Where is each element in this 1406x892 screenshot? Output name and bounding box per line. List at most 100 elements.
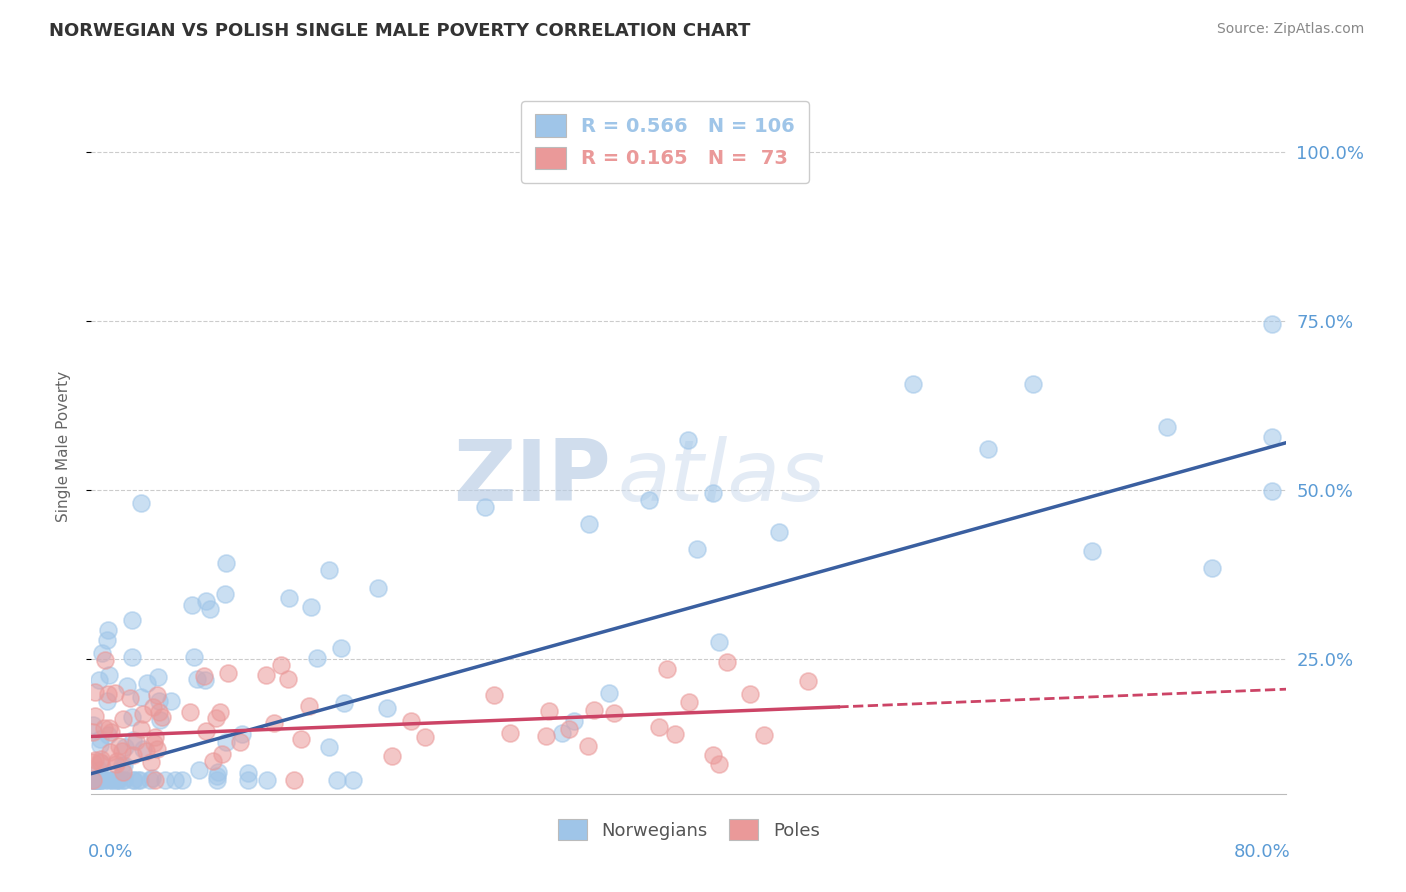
Point: [87, 673, 110, 687]
Point: [82, 773, 104, 788]
Text: NORWEGIAN VS POLISH SINGLE MALE POVERTY CORRELATION CHART: NORWEGIAN VS POLISH SINGLE MALE POVERTY …: [49, 22, 751, 40]
Point: [129, 773, 152, 788]
Point: [558, 722, 581, 736]
Point: [91, 646, 114, 660]
Point: [1156, 420, 1178, 434]
Point: [277, 672, 299, 686]
Point: [205, 769, 228, 783]
Point: [702, 747, 724, 762]
Point: [163, 773, 186, 788]
Point: [87, 773, 110, 788]
Point: [283, 773, 305, 788]
Point: [299, 599, 322, 614]
Point: [145, 741, 167, 756]
Point: [83, 773, 105, 788]
Point: [89, 738, 111, 752]
Point: [111, 773, 134, 788]
Point: [98, 745, 121, 759]
Point: [135, 744, 157, 758]
Point: [1260, 484, 1282, 499]
Point: [318, 740, 340, 755]
Text: atlas: atlas: [617, 436, 825, 519]
Point: [277, 591, 299, 606]
Point: [702, 486, 724, 500]
Point: [270, 657, 292, 672]
Point: [97, 687, 120, 701]
Point: [211, 747, 233, 761]
Point: [90, 773, 112, 788]
Point: [207, 764, 229, 779]
Point: [139, 773, 162, 788]
Point: [193, 669, 215, 683]
Point: [82, 718, 104, 732]
Point: [148, 693, 170, 707]
Point: [115, 679, 138, 693]
Point: [122, 773, 145, 788]
Point: [89, 773, 111, 788]
Point: [399, 714, 422, 729]
Point: [111, 765, 134, 780]
Point: [93, 653, 115, 667]
Point: [290, 732, 312, 747]
Point: [155, 773, 177, 788]
Point: [298, 699, 321, 714]
Point: [107, 773, 129, 788]
Point: [484, 688, 506, 702]
Point: [118, 690, 141, 705]
Point: [143, 735, 166, 749]
Point: [148, 670, 170, 684]
Point: [1081, 543, 1104, 558]
Point: [194, 673, 217, 687]
Point: [170, 773, 193, 788]
Point: [90, 756, 112, 771]
Point: [413, 730, 436, 744]
Point: [536, 729, 558, 743]
Point: [129, 495, 152, 509]
Point: [93, 721, 115, 735]
Text: ZIP: ZIP: [454, 436, 612, 519]
Point: [149, 713, 172, 727]
Text: Source: ZipAtlas.com: Source: ZipAtlas.com: [1216, 22, 1364, 37]
Point: [768, 524, 790, 539]
Point: [87, 763, 110, 777]
Point: [98, 721, 121, 735]
Point: [215, 557, 238, 571]
Point: [121, 709, 143, 723]
Point: [143, 773, 166, 788]
Point: [145, 731, 167, 745]
Point: [333, 696, 356, 710]
Point: [217, 665, 239, 680]
Point: [367, 581, 389, 595]
Point: [208, 705, 231, 719]
Point: [105, 773, 128, 788]
Text: 80.0%: 80.0%: [1233, 843, 1291, 861]
Point: [538, 704, 561, 718]
Point: [90, 773, 112, 788]
Point: [98, 668, 121, 682]
Point: [254, 667, 277, 681]
Point: [89, 732, 111, 747]
Point: [131, 690, 153, 704]
Point: [101, 773, 124, 788]
Point: [179, 705, 201, 719]
Point: [121, 773, 143, 788]
Point: [150, 710, 173, 724]
Point: [1260, 317, 1282, 331]
Point: [678, 695, 700, 709]
Point: [752, 728, 775, 742]
Point: [901, 376, 924, 391]
Point: [82, 773, 104, 788]
Point: [562, 714, 585, 728]
Point: [181, 599, 204, 613]
Point: [380, 748, 402, 763]
Point: [96, 633, 118, 648]
Point: [122, 747, 145, 762]
Point: [738, 687, 761, 701]
Point: [194, 594, 217, 608]
Point: [499, 726, 522, 740]
Point: [603, 706, 626, 720]
Point: [89, 755, 111, 769]
Point: [578, 517, 600, 532]
Point: [127, 773, 149, 788]
Point: [195, 724, 218, 739]
